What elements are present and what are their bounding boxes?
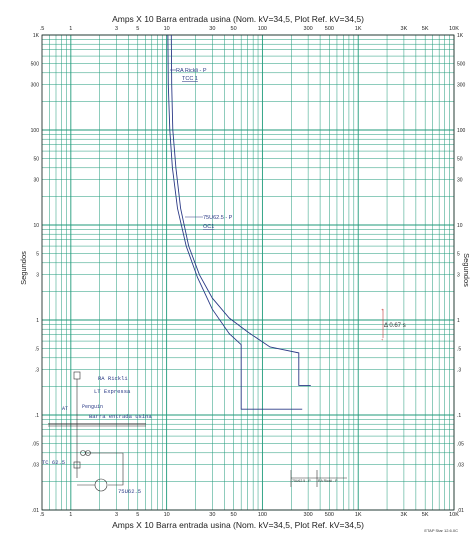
x-tick-label-bottom: 1K	[355, 512, 362, 518]
y-tick-label-right: 1K	[457, 33, 464, 39]
y-tick-label-left: .5	[35, 347, 39, 353]
y-tick-label-right: 500	[457, 62, 466, 68]
chart-title-top: Amps X 10 Barra entrada usina (Nom. kV=3…	[112, 14, 364, 24]
y-tick-label-right: .3	[457, 368, 461, 374]
x-tick-label-top: 5K	[422, 26, 429, 32]
chart-title-bottom: Amps X 10 Barra entrada usina (Nom. kV=3…	[112, 520, 364, 530]
y-tick-label-right: 300	[457, 83, 466, 89]
grid	[41, 34, 455, 511]
annotations: RA Rickli - P TCC 1 75U62.5 - P OC1 + + …	[42, 68, 406, 495]
tick-labels: .5 .5 1 1 3 3 5 5 10 10 30 30 50 50 100 100 300 300 500 500…	[31, 26, 466, 518]
x-tick-label-top: 1	[69, 26, 72, 32]
x-tick-label-bottom: 5	[136, 512, 139, 518]
series-label-ra-rickli: RA Rickli - P	[176, 68, 207, 74]
oneline-label-at: AT	[62, 406, 68, 412]
x-tick-label-top: 5	[136, 26, 139, 32]
series-line-ra-rickli	[170, 34, 311, 386]
oneline-label-tc: TC 62.5	[42, 459, 65, 466]
series-line-75u62-5	[167, 34, 303, 410]
y-tick-label-left: 100	[31, 128, 40, 134]
x-tick-label-bottom: 10	[164, 512, 170, 518]
y-tick-label-right: 30	[457, 178, 463, 184]
y-tick-label-right: 5	[457, 252, 460, 258]
x-tick-label-bottom: 100	[258, 512, 267, 518]
oneline-label-barra: Barra entrada usina	[89, 413, 152, 420]
bottom-label-75u: 75U62.5 - P	[292, 479, 311, 483]
oneline-label-lt-expressa: LT Expressa	[94, 388, 131, 395]
y-tick-label-left: .1	[35, 413, 39, 419]
plot-frame	[41, 34, 455, 511]
y-tick-label-left: .01	[32, 508, 39, 514]
y-tick-label-left: .3	[35, 368, 39, 374]
delta-time-label: Δ 0.67 s	[384, 323, 406, 329]
x-tick-label-bottom: 3K	[401, 512, 408, 518]
y-tick-label-right: .03	[457, 463, 464, 469]
y-tick-label-right: 50	[457, 157, 463, 163]
oneline-label-ra-rickli: RA Rickli	[98, 375, 128, 382]
y-tick-label-left: 500	[31, 62, 40, 68]
y-tick-label-right: 1	[457, 318, 460, 324]
x-tick-label-top: 30	[209, 26, 215, 32]
x-tick-label-bottom: 1	[69, 512, 72, 518]
x-tick-label-top: 1K	[355, 26, 362, 32]
y-tick-label-right: .05	[457, 442, 464, 448]
y-tick-label-left: 50	[33, 157, 39, 163]
series-curves	[167, 34, 311, 410]
x-tick-label-bottom: 500	[325, 512, 334, 518]
x-tick-label-top: 3	[115, 26, 118, 32]
oneline-breaker-box	[73, 461, 81, 469]
x-tick-label-top: 100	[258, 26, 267, 32]
y-tick-label-right: 10	[457, 223, 463, 229]
y-axis-label-left: Segundos	[19, 251, 28, 285]
x-tick-label-top: 3K	[401, 26, 408, 32]
x-tick-label-bottom: .5	[40, 512, 45, 518]
y-tick-label-right: .5	[457, 347, 461, 353]
y-tick-label-left: 1K	[33, 33, 40, 39]
x-tick-label-top: 500	[325, 26, 334, 32]
series-sublabel-tcc1: TCC 1	[182, 76, 198, 82]
x-tick-label-top: 300	[304, 26, 313, 32]
y-tick-label-left: 3	[36, 273, 39, 279]
y-tick-label-left: 10	[33, 223, 39, 229]
x-tick-label-bottom: 30	[209, 512, 215, 518]
x-tick-label-top: .5	[40, 26, 45, 32]
delta-marker-top: +	[381, 307, 384, 312]
oneline-relay-symbol	[94, 478, 108, 492]
oneline-relay-wire	[86, 452, 124, 486]
oneline-ra-rickli-box	[73, 371, 81, 380]
y-axis-label-right: Segundos	[462, 253, 471, 287]
y-tick-label-right: 3	[457, 273, 460, 279]
series-label-75u: 75U62.5 - P	[203, 215, 233, 221]
x-tick-label-bottom: 300	[304, 512, 313, 518]
x-tick-label-bottom: 3	[115, 512, 118, 518]
y-tick-label-right: 100	[457, 128, 466, 134]
bottom-label-ra: RA Rickli - P	[318, 479, 338, 483]
x-tick-label-top: 10	[164, 26, 170, 32]
oneline-label-75u: 75U62.5	[118, 488, 141, 495]
x-tick-label-bottom: 50	[231, 512, 237, 518]
y-tick-label-left: .03	[32, 463, 39, 469]
series-sublabel-oc1: OC1	[203, 224, 214, 230]
x-tick-label-bottom: 10K	[449, 512, 459, 518]
x-tick-label-top: 10K	[449, 26, 459, 32]
x-tick-label-bottom: 5K	[422, 512, 429, 518]
y-tick-label-right: .1	[457, 413, 461, 419]
y-tick-label-left: 1	[36, 318, 39, 324]
footer-note: ETAP Star 12.6.0C	[424, 528, 458, 533]
delta-marker-bottom: +	[381, 337, 384, 342]
y-tick-label-left: 5	[36, 252, 39, 258]
y-tick-label-left: 30	[33, 178, 39, 184]
y-tick-label-right: .01	[457, 508, 464, 514]
y-tick-label-left: .05	[32, 442, 39, 448]
x-tick-label-top: 50	[231, 26, 237, 32]
oneline-label-penguin: Penguin	[82, 404, 103, 410]
y-tick-label-left: 300	[31, 83, 40, 89]
